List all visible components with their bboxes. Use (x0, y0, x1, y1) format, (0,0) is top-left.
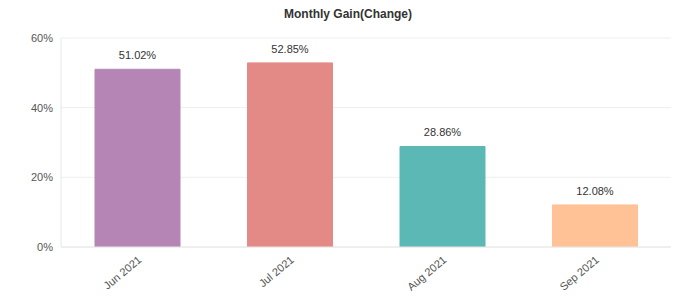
svg-text:52.85%: 52.85% (271, 43, 309, 55)
svg-text:28.86%: 28.86% (424, 126, 462, 138)
svg-text:60%: 60% (31, 32, 53, 44)
svg-text:Jul 2021: Jul 2021 (256, 253, 296, 289)
svg-text:51.02%: 51.02% (119, 49, 157, 61)
svg-text:0%: 0% (37, 241, 53, 253)
svg-text:Sep 2021: Sep 2021 (557, 253, 601, 292)
svg-text:20%: 20% (31, 171, 53, 183)
svg-text:12.08%: 12.08% (576, 185, 614, 197)
svg-text:Aug 2021: Aug 2021 (405, 253, 449, 292)
html-text:Monthly Gain(Change): Monthly Gain(Change) (284, 7, 412, 21)
svg-text:Jun 2021: Jun 2021 (101, 253, 143, 291)
svg-text:40%: 40% (31, 102, 53, 114)
